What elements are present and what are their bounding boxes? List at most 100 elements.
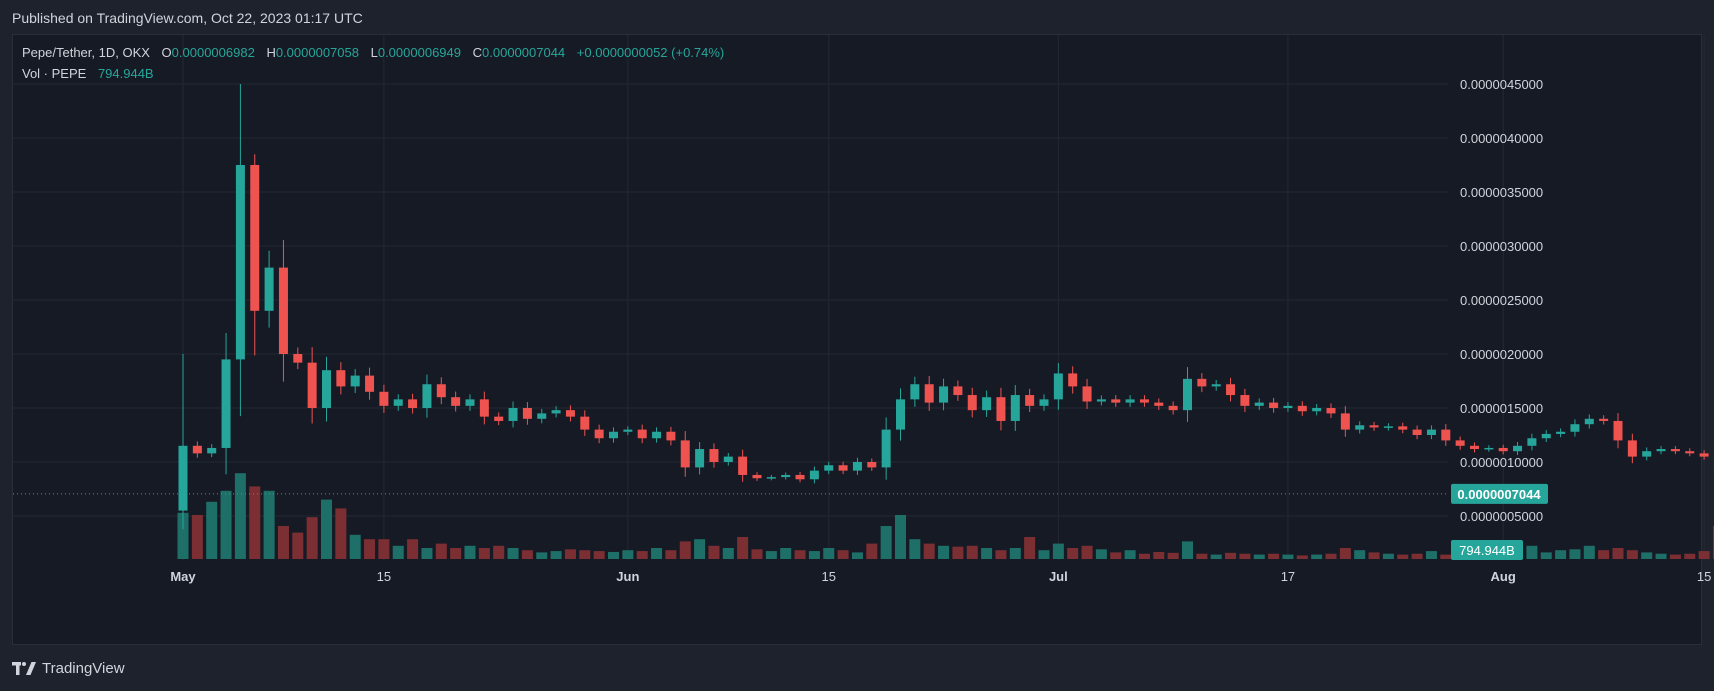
candle[interactable] (766, 474, 776, 481)
candle[interactable] (1570, 419, 1580, 437)
candle[interactable] (1082, 378, 1092, 409)
candle[interactable] (264, 250, 274, 328)
candle[interactable] (1025, 388, 1035, 413)
candle[interactable] (379, 384, 389, 413)
candle[interactable] (609, 427, 618, 443)
candle[interactable] (752, 472, 762, 481)
candle[interactable] (1470, 442, 1479, 453)
candle[interactable] (278, 239, 288, 382)
tradingview-logo[interactable]: TradingView (12, 660, 125, 677)
candle[interactable] (1527, 433, 1537, 451)
candle[interactable] (867, 458, 877, 471)
candle[interactable] (1068, 366, 1078, 394)
candle[interactable] (178, 354, 188, 530)
candle[interactable] (838, 461, 848, 475)
candle[interactable] (623, 426, 633, 436)
candle[interactable] (1254, 398, 1264, 410)
candle[interactable] (1383, 423, 1393, 431)
candle[interactable] (1297, 401, 1307, 416)
candle[interactable] (221, 333, 231, 475)
candle[interactable] (795, 471, 805, 483)
candle[interactable] (1498, 444, 1508, 455)
candle[interactable] (1096, 395, 1106, 406)
candle[interactable] (1441, 424, 1451, 446)
candle[interactable] (1541, 430, 1551, 443)
candle[interactable] (1211, 379, 1221, 391)
candle[interactable] (1197, 373, 1207, 393)
candle[interactable] (1556, 428, 1566, 438)
candle[interactable] (1584, 414, 1594, 429)
candle[interactable] (781, 472, 791, 480)
candle[interactable] (235, 84, 245, 417)
candle[interactable] (881, 417, 891, 480)
candle[interactable] (852, 457, 862, 475)
candle[interactable] (1154, 398, 1164, 410)
candle[interactable] (809, 466, 819, 484)
candle[interactable] (293, 347, 303, 370)
candle[interactable] (1125, 395, 1135, 407)
candle[interactable] (1484, 445, 1494, 452)
candle[interactable] (953, 380, 963, 401)
candle[interactable] (939, 378, 949, 411)
candle[interactable] (1455, 436, 1465, 450)
candle[interactable] (1355, 421, 1365, 434)
candle[interactable] (436, 377, 446, 405)
candle[interactable] (1312, 403, 1322, 416)
candle[interactable] (451, 391, 461, 412)
candle[interactable] (738, 449, 748, 482)
candle[interactable] (1168, 401, 1178, 415)
candle[interactable] (1111, 395, 1121, 407)
candle[interactable] (522, 402, 532, 425)
candle[interactable] (1039, 394, 1049, 411)
candle[interactable] (1656, 446, 1666, 455)
candle[interactable] (336, 362, 346, 395)
candle[interactable] (422, 374, 432, 418)
candle[interactable] (1340, 406, 1350, 437)
candle[interactable] (924, 375, 934, 411)
candle[interactable] (1283, 402, 1293, 412)
candle[interactable] (1412, 425, 1422, 440)
candle[interactable] (910, 376, 920, 407)
candle[interactable] (896, 388, 905, 441)
candle[interactable] (967, 387, 977, 418)
candle[interactable] (307, 347, 317, 424)
candle[interactable] (695, 442, 705, 475)
candle[interactable] (1053, 363, 1063, 410)
candle[interactable] (565, 405, 575, 422)
candle[interactable] (494, 412, 504, 426)
candle[interactable] (1613, 413, 1623, 449)
candle[interactable] (680, 431, 690, 477)
candle[interactable] (824, 461, 834, 475)
candle[interactable] (1326, 403, 1336, 418)
candle[interactable] (996, 387, 1006, 431)
candle[interactable] (709, 443, 719, 468)
candle[interactable] (1699, 450, 1709, 460)
candle[interactable] (479, 391, 489, 425)
candle[interactable] (1240, 388, 1250, 413)
candle[interactable] (250, 154, 260, 356)
candle[interactable] (408, 393, 418, 414)
candle[interactable] (350, 369, 360, 393)
candle[interactable] (465, 394, 475, 411)
candle[interactable] (393, 394, 403, 411)
candle[interactable] (1513, 441, 1523, 456)
candle[interactable] (580, 410, 590, 436)
candle[interactable] (982, 390, 992, 417)
candle[interactable] (1670, 446, 1680, 455)
candle[interactable] (594, 424, 604, 444)
candle[interactable] (1398, 422, 1408, 434)
candle[interactable] (637, 424, 647, 444)
candle[interactable] (1369, 421, 1379, 431)
candle[interactable] (207, 444, 217, 458)
candle[interactable] (1226, 377, 1236, 402)
candle[interactable] (1183, 367, 1192, 422)
candle[interactable] (652, 427, 662, 443)
candle[interactable] (322, 356, 331, 422)
candle[interactable] (1599, 415, 1609, 425)
candle[interactable] (1269, 397, 1279, 413)
candle[interactable] (551, 406, 561, 418)
candle[interactable] (508, 401, 518, 428)
candle[interactable] (723, 452, 733, 466)
candle[interactable] (537, 408, 547, 424)
